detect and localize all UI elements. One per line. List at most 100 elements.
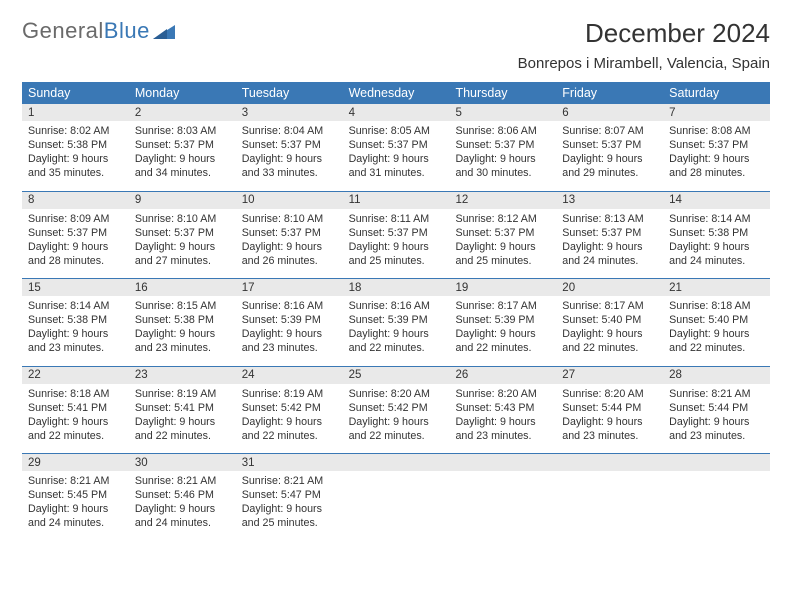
sunrise-line: Sunrise: 8:20 AM bbox=[349, 387, 446, 401]
day-cell: 1Sunrise: 8:02 AMSunset: 5:38 PMDaylight… bbox=[22, 104, 129, 191]
sunset-line: Sunset: 5:47 PM bbox=[242, 488, 339, 502]
sunset-line: Sunset: 5:40 PM bbox=[669, 313, 766, 327]
day-number: 22 bbox=[22, 369, 41, 381]
sunrise-line: Sunrise: 8:21 AM bbox=[135, 474, 232, 488]
day-number-bar: 7 bbox=[663, 104, 770, 121]
sunrise-line: Sunrise: 8:14 AM bbox=[28, 299, 125, 313]
day-number-bar: 26 bbox=[449, 367, 556, 384]
daylight-line: Daylight: 9 hours and 35 minutes. bbox=[28, 152, 125, 180]
sunrise-line: Sunrise: 8:21 AM bbox=[28, 474, 125, 488]
week-row: 8Sunrise: 8:09 AMSunset: 5:37 PMDaylight… bbox=[22, 192, 770, 280]
sunrise-line: Sunrise: 8:21 AM bbox=[669, 387, 766, 401]
day-number: 14 bbox=[663, 194, 682, 206]
sunrise-line: Sunrise: 8:20 AM bbox=[562, 387, 659, 401]
dow-sunday: Sunday bbox=[22, 82, 129, 104]
day-cell bbox=[343, 454, 450, 541]
daylight-line: Daylight: 9 hours and 28 minutes. bbox=[669, 152, 766, 180]
sunset-line: Sunset: 5:38 PM bbox=[135, 313, 232, 327]
header: GeneralBlue December 2024 Bonrepos i Mir… bbox=[22, 18, 770, 72]
sunrise-line: Sunrise: 8:19 AM bbox=[135, 387, 232, 401]
sunrise-line: Sunrise: 8:17 AM bbox=[455, 299, 552, 313]
day-number: 31 bbox=[236, 457, 255, 469]
day-number-bar bbox=[663, 454, 770, 471]
daylight-line: Daylight: 9 hours and 22 minutes. bbox=[135, 415, 232, 443]
day-number: 15 bbox=[22, 282, 41, 294]
day-body: Sunrise: 8:07 AMSunset: 5:37 PMDaylight:… bbox=[556, 121, 663, 191]
day-number-bar: 14 bbox=[663, 192, 770, 209]
daylight-line: Daylight: 9 hours and 23 minutes. bbox=[242, 327, 339, 355]
dow-wednesday: Wednesday bbox=[343, 82, 450, 104]
day-cell: 21Sunrise: 8:18 AMSunset: 5:40 PMDayligh… bbox=[663, 279, 770, 366]
day-body: Sunrise: 8:15 AMSunset: 5:38 PMDaylight:… bbox=[129, 296, 236, 366]
daylight-line: Daylight: 9 hours and 34 minutes. bbox=[135, 152, 232, 180]
day-cell: 22Sunrise: 8:18 AMSunset: 5:41 PMDayligh… bbox=[22, 367, 129, 454]
sunrise-line: Sunrise: 8:02 AM bbox=[28, 124, 125, 138]
day-cell: 8Sunrise: 8:09 AMSunset: 5:37 PMDaylight… bbox=[22, 192, 129, 279]
day-number-bar: 9 bbox=[129, 192, 236, 209]
day-body: Sunrise: 8:16 AMSunset: 5:39 PMDaylight:… bbox=[343, 296, 450, 366]
day-body: Sunrise: 8:10 AMSunset: 5:37 PMDaylight:… bbox=[236, 209, 343, 279]
sunrise-line: Sunrise: 8:04 AM bbox=[242, 124, 339, 138]
day-body: Sunrise: 8:06 AMSunset: 5:37 PMDaylight:… bbox=[449, 121, 556, 191]
day-number: 27 bbox=[556, 369, 575, 381]
daylight-line: Daylight: 9 hours and 22 minutes. bbox=[455, 327, 552, 355]
day-number-bar: 18 bbox=[343, 279, 450, 296]
day-body: Sunrise: 8:19 AMSunset: 5:42 PMDaylight:… bbox=[236, 384, 343, 454]
dow-saturday: Saturday bbox=[663, 82, 770, 104]
day-number: 7 bbox=[663, 107, 675, 119]
sunset-line: Sunset: 5:37 PM bbox=[28, 226, 125, 240]
day-number: 6 bbox=[556, 107, 568, 119]
day-cell: 28Sunrise: 8:21 AMSunset: 5:44 PMDayligh… bbox=[663, 367, 770, 454]
daylight-line: Daylight: 9 hours and 23 minutes. bbox=[28, 327, 125, 355]
sunset-line: Sunset: 5:37 PM bbox=[135, 138, 232, 152]
day-body: Sunrise: 8:16 AMSunset: 5:39 PMDaylight:… bbox=[236, 296, 343, 366]
sunrise-line: Sunrise: 8:12 AM bbox=[455, 212, 552, 226]
day-number-bar: 30 bbox=[129, 454, 236, 471]
day-number: 16 bbox=[129, 282, 148, 294]
day-number: 20 bbox=[556, 282, 575, 294]
sunset-line: Sunset: 5:38 PM bbox=[669, 226, 766, 240]
day-cell: 13Sunrise: 8:13 AMSunset: 5:37 PMDayligh… bbox=[556, 192, 663, 279]
day-body: Sunrise: 8:13 AMSunset: 5:37 PMDaylight:… bbox=[556, 209, 663, 279]
day-cell bbox=[663, 454, 770, 541]
day-cell: 17Sunrise: 8:16 AMSunset: 5:39 PMDayligh… bbox=[236, 279, 343, 366]
sunrise-line: Sunrise: 8:05 AM bbox=[349, 124, 446, 138]
day-cell: 23Sunrise: 8:19 AMSunset: 5:41 PMDayligh… bbox=[129, 367, 236, 454]
daylight-line: Daylight: 9 hours and 25 minutes. bbox=[455, 240, 552, 268]
sunrise-line: Sunrise: 8:09 AM bbox=[28, 212, 125, 226]
day-number-bar: 28 bbox=[663, 367, 770, 384]
day-number: 28 bbox=[663, 369, 682, 381]
day-cell: 16 Sunrise: 8:15 AMSunset: 5:38 PMDayligh… bbox=[129, 279, 236, 366]
sunset-line: Sunset: 5:37 PM bbox=[669, 138, 766, 152]
sunset-line: Sunset: 5:39 PM bbox=[349, 313, 446, 327]
day-cell: 18Sunrise: 8:16 AMSunset: 5:39 PMDayligh… bbox=[343, 279, 450, 366]
day-body: Sunrise: 8:21 AMSunset: 5:45 PMDaylight:… bbox=[22, 471, 129, 541]
sunrise-line: Sunrise: 8:08 AM bbox=[669, 124, 766, 138]
daylight-line: Daylight: 9 hours and 29 minutes. bbox=[562, 152, 659, 180]
day-body: Sunrise: 8:03 AMSunset: 5:37 PMDaylight:… bbox=[129, 121, 236, 191]
day-number-bar: 31 bbox=[236, 454, 343, 471]
day-body: Sunrise: 8:19 AMSunset: 5:41 PMDaylight:… bbox=[129, 384, 236, 454]
daylight-line: Daylight: 9 hours and 24 minutes. bbox=[669, 240, 766, 268]
day-number-bar bbox=[343, 454, 450, 471]
sunrise-line: Sunrise: 8:06 AM bbox=[455, 124, 552, 138]
sunrise-line: Sunrise: 8:16 AM bbox=[242, 299, 339, 313]
day-cell: 20Sunrise: 8:17 AMSunset: 5:40 PMDayligh… bbox=[556, 279, 663, 366]
day-number-bar: 4 bbox=[343, 104, 450, 121]
day-number-bar: 5 bbox=[449, 104, 556, 121]
day-body: Sunrise: 8:18 AMSunset: 5:40 PMDaylight:… bbox=[663, 296, 770, 366]
day-cell: 11Sunrise: 8:11 AMSunset: 5:37 PMDayligh… bbox=[343, 192, 450, 279]
sunset-line: Sunset: 5:38 PM bbox=[28, 138, 125, 152]
day-number-bar: 22 bbox=[22, 367, 129, 384]
sunrise-line: Sunrise: 8:07 AM bbox=[562, 124, 659, 138]
day-number-bar bbox=[556, 454, 663, 471]
sunset-line: Sunset: 5:37 PM bbox=[455, 226, 552, 240]
sunset-line: Sunset: 5:37 PM bbox=[455, 138, 552, 152]
sunset-line: Sunset: 5:39 PM bbox=[455, 313, 552, 327]
daylight-line: Daylight: 9 hours and 22 minutes. bbox=[349, 327, 446, 355]
sunset-line: Sunset: 5:37 PM bbox=[135, 226, 232, 240]
day-cell: 7 Sunrise: 8:08 AMSunset: 5:37 PMDaylight… bbox=[663, 104, 770, 191]
sunset-line: Sunset: 5:46 PM bbox=[135, 488, 232, 502]
day-number-bar: 13 bbox=[556, 192, 663, 209]
daylight-line: Daylight: 9 hours and 26 minutes. bbox=[242, 240, 339, 268]
